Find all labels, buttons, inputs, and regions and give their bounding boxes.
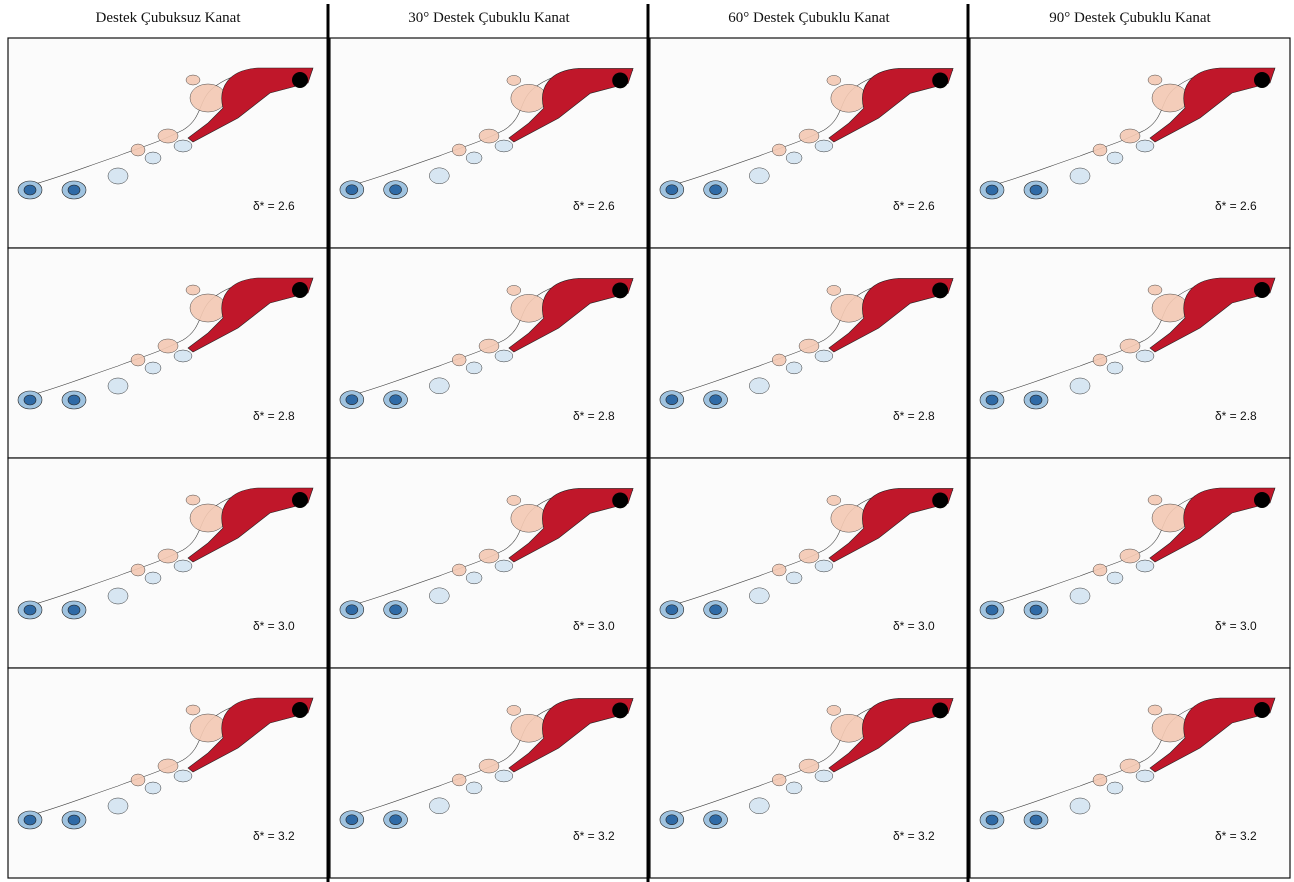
panel-label: δ* = 3.0: [573, 619, 615, 633]
panel-label: δ* = 3.2: [573, 829, 615, 843]
panel-label: δ* = 3.2: [893, 829, 935, 843]
panel-label: δ* = 2.8: [1215, 409, 1257, 423]
column-title: Destek Çubuksuz Kanat: [96, 10, 242, 26]
figure: Destek Çubuksuz Kanat δ* = 2.6 δ* = 2.8 δ* …: [0, 0, 1294, 882]
panel-label: δ* = 3.0: [253, 619, 295, 633]
column-title: 60° Destek Çubuklu Kanat: [728, 10, 890, 26]
panel-label: δ* = 2.6: [1215, 199, 1257, 213]
panel-label: δ* = 3.2: [1215, 829, 1257, 843]
panel-label: δ* = 2.6: [253, 199, 295, 213]
column-title: 90° Destek Çubuklu Kanat: [1049, 10, 1211, 26]
panel-label: δ* = 2.6: [573, 199, 615, 213]
panel-label: δ* = 2.6: [893, 199, 935, 213]
panel-label: δ* = 3.2: [253, 829, 295, 843]
column-title: 30° Destek Çubuklu Kanat: [408, 10, 570, 26]
panel-label: δ* = 2.8: [893, 409, 935, 423]
panel-label: δ* = 3.0: [1215, 619, 1257, 633]
panel-label: δ* = 2.8: [253, 409, 295, 423]
panel-label: δ* = 2.8: [573, 409, 615, 423]
panel-label: δ* = 3.0: [893, 619, 935, 633]
